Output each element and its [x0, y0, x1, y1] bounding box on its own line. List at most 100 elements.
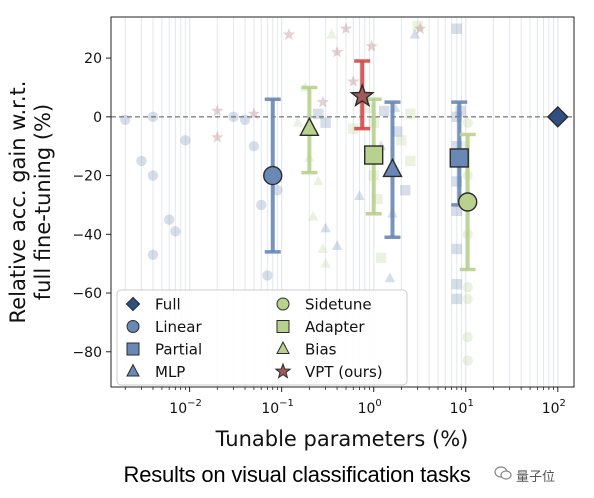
faint-point	[120, 114, 131, 125]
faint-point	[247, 107, 261, 120]
faint-point	[462, 355, 473, 366]
faint-point	[262, 270, 273, 281]
summary-points	[263, 59, 569, 272]
y-tick-label: −20	[72, 169, 102, 185]
faint-point	[451, 243, 463, 255]
legend-label: VPT (ours)	[305, 363, 383, 381]
legend-marker	[125, 296, 141, 312]
faint-point	[317, 243, 329, 253]
y-axis: 20 0 −20 −40 −60 −80	[72, 51, 111, 361]
faint-point	[354, 190, 365, 201]
faint-point	[365, 39, 378, 52]
y-tick-label: −60	[72, 286, 102, 302]
legend-label: Sidetune	[305, 296, 372, 314]
faint-point	[163, 214, 175, 225]
legend-marker	[126, 342, 140, 356]
x-axis-label: Tunable parameters (%)	[215, 427, 469, 451]
faint-point	[313, 108, 324, 120]
summary-point	[457, 192, 478, 212]
faint-point	[405, 155, 416, 167]
summary-point	[546, 105, 569, 128]
y-axis-label-line2: full fine-tuning (%)	[31, 104, 55, 300]
faint-point	[282, 28, 296, 40]
faint-point	[313, 175, 324, 186]
legend-label: Adapter	[305, 318, 365, 336]
faint-point	[211, 130, 224, 143]
faint-point	[364, 102, 375, 114]
faint-point	[316, 95, 329, 108]
legend-marker	[276, 341, 290, 354]
faint-point	[384, 272, 396, 283]
summary-point	[382, 157, 403, 178]
y-tick-label: −80	[72, 345, 102, 361]
x-tick-label: 10−2	[169, 398, 202, 417]
summary-point	[349, 83, 375, 108]
x-axis: 10−2 10−1 100 101 102	[124, 387, 566, 417]
legend-label: Partial	[155, 341, 202, 359]
legend-marker	[126, 363, 140, 377]
summary-point	[263, 165, 283, 186]
faint-point	[451, 205, 463, 217]
faint-point	[451, 141, 463, 152]
faint-point	[462, 117, 473, 128]
watermark-text: 量子位	[516, 470, 556, 485]
y-tick-label: −40	[72, 227, 102, 243]
faint-point	[378, 105, 390, 117]
faint-point	[239, 114, 251, 125]
faint-point	[375, 252, 387, 263]
faint-point	[326, 28, 337, 39]
faint-point	[372, 193, 383, 205]
faint-point	[462, 293, 473, 305]
faint-point	[211, 104, 224, 117]
legend-label: MLP	[155, 363, 185, 381]
faint-point	[320, 222, 331, 233]
legend-label: Linear	[155, 318, 202, 336]
faint-point	[405, 108, 416, 120]
y-tick-label: 0	[93, 110, 102, 126]
faint-point	[451, 279, 463, 290]
faint-point	[400, 185, 411, 196]
x-tick-label: 100	[358, 398, 382, 417]
faint-point	[180, 135, 191, 146]
faint-point	[451, 176, 463, 187]
faint-point	[331, 240, 343, 250]
faint-point	[462, 331, 473, 343]
faint-point	[414, 22, 427, 34]
legend-marker	[274, 362, 292, 379]
faint-point	[339, 22, 353, 34]
y-tick-label: 20	[84, 51, 102, 67]
faint-point	[170, 226, 181, 237]
legend: Full Linear Partial MLP Sidetune Adapter Bias V…	[116, 289, 408, 386]
x-tick-label: 10−1	[261, 398, 294, 417]
plot-frame	[110, 16, 575, 388]
legend-marker	[126, 320, 140, 333]
faint-point	[347, 75, 360, 87]
y-axis-label-line1: Relative acc. gain w.r.t.	[6, 81, 30, 324]
chat-bubble-icon	[494, 466, 512, 480]
legend-label: Bias	[305, 341, 337, 359]
legend-marker	[276, 297, 290, 311]
faint-point	[391, 126, 403, 137]
faint-point	[147, 249, 159, 261]
faint-point	[320, 117, 331, 128]
faint-point	[307, 210, 319, 221]
faint-point	[462, 281, 473, 293]
summary-point	[449, 148, 469, 168]
faint-point	[248, 141, 260, 152]
summary-point	[363, 145, 384, 165]
faint-point	[272, 185, 283, 196]
legend-box	[116, 289, 408, 386]
legend-label: Full	[155, 296, 181, 314]
faint-point	[412, 20, 423, 32]
figure-caption: Results on visual classification tasks	[123, 462, 471, 487]
faint-point	[330, 45, 344, 58]
faint-point	[451, 293, 463, 305]
faint-point	[136, 155, 147, 167]
legend-marker	[276, 320, 290, 333]
faint-point	[147, 170, 159, 181]
faint-point	[409, 28, 421, 39]
faint-point	[256, 199, 267, 211]
faint-point	[348, 123, 359, 134]
faint-point	[292, 116, 304, 127]
